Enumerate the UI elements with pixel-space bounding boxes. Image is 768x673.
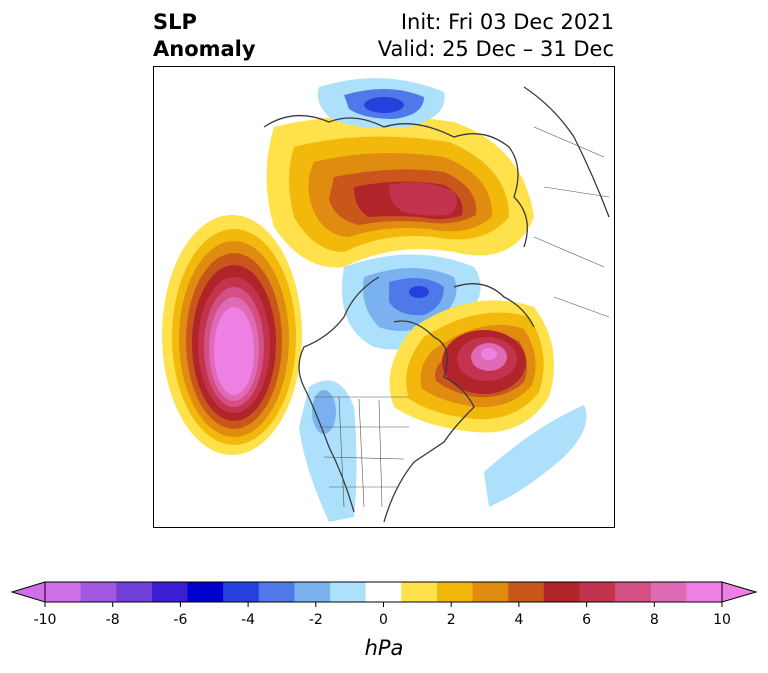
colorbar-cell	[151, 582, 189, 602]
map-canvas	[162, 78, 610, 523]
title-line-slp: SLP	[153, 10, 197, 34]
colorbar-cell	[508, 582, 545, 602]
init-date: Init: Fri 03 Dec 2021	[400, 10, 614, 34]
colorbar-cell	[294, 582, 331, 602]
eurasian-high-anomaly	[266, 115, 534, 268]
colorbar-tick-label: 2	[447, 612, 456, 628]
map-title: SLP Anomaly	[153, 9, 256, 63]
slp-anomaly-map	[153, 66, 615, 528]
colorbar-extend-low	[10, 581, 46, 603]
forecast-dates: Init: Fri 03 Dec 2021 Valid: 25 Dec – 31…	[378, 9, 614, 63]
colorbar-cells	[10, 581, 758, 603]
colorbar-cell	[223, 582, 260, 602]
colorbar-tick-label: 8	[650, 612, 659, 628]
colorbar-tick-label: -8	[106, 612, 120, 628]
colorbar-cell	[650, 582, 687, 602]
colorbar-tick-label: 6	[582, 612, 591, 628]
colorbar-tick-label: -6	[173, 612, 187, 628]
colorbar-tick-label: -4	[241, 612, 255, 628]
colorbar-cell	[543, 582, 580, 602]
scandinavian-low-anomaly	[317, 78, 445, 129]
colorbar-cell	[80, 582, 117, 602]
colorbar-tick-label: -2	[309, 612, 323, 628]
pacific-high-anomaly	[162, 215, 302, 455]
colorbar-cell	[365, 582, 402, 602]
colorbar-tick-label: 10	[713, 612, 731, 628]
coastlines	[263, 86, 610, 523]
colorbar-cell	[116, 582, 153, 602]
atlantic-low-anomaly	[484, 405, 587, 507]
colorbar-cell	[579, 582, 616, 602]
colorbar-extend-high	[721, 581, 758, 603]
colorbar-cell	[472, 582, 509, 602]
colorbar-cell	[436, 582, 474, 602]
colorbar-cell	[45, 582, 82, 602]
colorbar-tick-label: 4	[514, 612, 523, 628]
colorbar-cell	[330, 582, 367, 602]
colorbar-cell	[187, 582, 224, 602]
colorbar-unit: hPa	[364, 636, 404, 660]
north-america-low-anomaly	[299, 380, 357, 522]
political-borders	[314, 126, 610, 508]
colorbar-ticks: -10 -8 -6 -4 -2 0 2 4 6 8 10	[34, 602, 731, 628]
colorbar-tick-label: -10	[34, 612, 57, 628]
colorbar-tick-label: 0	[379, 612, 388, 628]
colorbar-cell	[258, 582, 295, 602]
colorbar-cell	[615, 582, 652, 602]
title-line-anomaly: Anomaly	[153, 37, 256, 61]
colorbar-cell	[401, 582, 438, 602]
colorbar: -10 -8 -6 -4 -2 0 2 4 6 8 10	[10, 581, 758, 628]
colorbar-cell	[686, 582, 723, 602]
valid-range: Valid: 25 Dec – 31 Dec	[377, 37, 614, 61]
